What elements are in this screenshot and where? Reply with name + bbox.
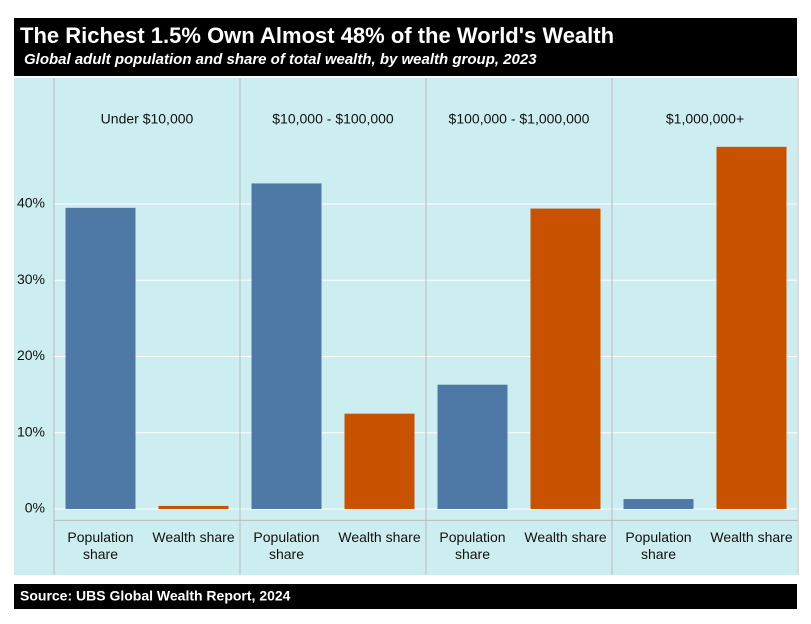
bar bbox=[65, 207, 136, 509]
facet-label: $100,000 - $1,000,000 bbox=[449, 111, 590, 127]
y-tick-label: 30% bbox=[17, 271, 45, 287]
bar bbox=[251, 183, 322, 509]
x-tick-label: Population share bbox=[253, 529, 320, 562]
bar bbox=[530, 208, 601, 509]
bar bbox=[344, 413, 415, 509]
facet-label: $10,000 - $100,000 bbox=[272, 111, 394, 127]
y-tick-label: 20% bbox=[17, 347, 45, 363]
y-tick-label: 0% bbox=[25, 500, 45, 516]
bar bbox=[623, 499, 694, 509]
bar bbox=[716, 146, 787, 509]
y-tick-label: 10% bbox=[17, 423, 45, 439]
chart-title: The Richest 1.5% Own Almost 48% of the W… bbox=[20, 23, 614, 48]
x-tick-label: Wealth share bbox=[152, 529, 235, 545]
facet-label: $1,000,000+ bbox=[666, 111, 744, 127]
y-tick-label: 40% bbox=[17, 195, 45, 211]
x-tick-label: Population share bbox=[625, 529, 692, 562]
facet-label: Under $10,000 bbox=[101, 111, 194, 127]
bar bbox=[158, 505, 229, 509]
x-tick-label: Wealth share bbox=[524, 529, 607, 545]
source: Source: UBS Global Wealth Report, 2024 bbox=[20, 588, 291, 604]
title-bar bbox=[14, 18, 797, 76]
chart-subtitle: Global adult population and share of tot… bbox=[24, 51, 537, 68]
x-tick-label: Wealth share bbox=[710, 529, 793, 545]
x-tick-label: Population share bbox=[67, 529, 134, 562]
bar bbox=[437, 384, 508, 509]
x-tick-label: Population share bbox=[439, 529, 506, 562]
x-tick-label: Wealth share bbox=[338, 529, 421, 545]
source-bar bbox=[14, 584, 797, 609]
